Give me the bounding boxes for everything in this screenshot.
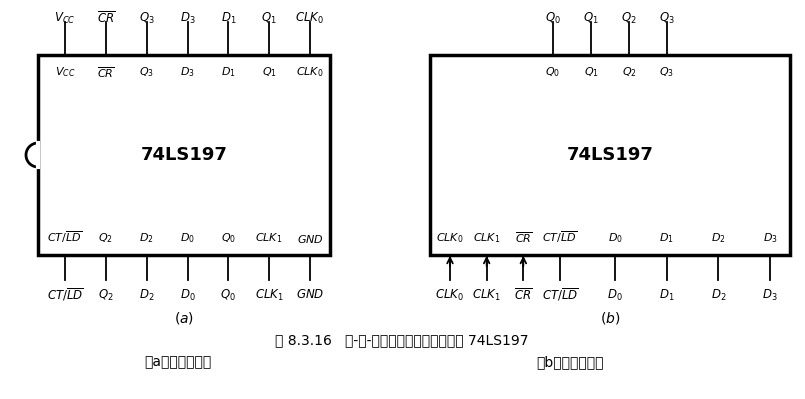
Text: $CLK_0$: $CLK_0$ xyxy=(436,287,464,302)
Text: $Q_2$: $Q_2$ xyxy=(621,65,637,79)
Text: $D_2$: $D_2$ xyxy=(139,231,154,245)
Text: $Q_3$: $Q_3$ xyxy=(139,65,155,79)
Text: $D_1$: $D_1$ xyxy=(659,287,675,302)
Text: $V_{CC}$: $V_{CC}$ xyxy=(55,65,75,79)
Text: $Q_2$: $Q_2$ xyxy=(621,10,637,26)
Text: $\overline{CR}$: $\overline{CR}$ xyxy=(97,65,114,80)
Text: $\overline{CR}$: $\overline{CR}$ xyxy=(514,230,532,245)
Text: $CT/\overline{LD}$: $CT/\overline{LD}$ xyxy=(47,229,83,245)
Text: $Q_3$: $Q_3$ xyxy=(138,10,155,26)
Text: $Q_1$: $Q_1$ xyxy=(584,65,598,79)
Text: 74LS197: 74LS197 xyxy=(141,146,228,164)
Text: $GND$: $GND$ xyxy=(296,233,324,245)
Text: $D_0$: $D_0$ xyxy=(608,231,622,245)
Text: $GND$: $GND$ xyxy=(295,288,324,302)
Text: $CLK_0$: $CLK_0$ xyxy=(296,65,324,79)
Text: $D_0$: $D_0$ xyxy=(180,287,196,302)
Text: $D_2$: $D_2$ xyxy=(711,231,725,245)
Bar xyxy=(38,55,330,255)
Text: $CLK_0$: $CLK_0$ xyxy=(295,10,324,26)
Text: $Q_1$: $Q_1$ xyxy=(583,10,599,26)
Text: $D_3$: $D_3$ xyxy=(180,65,195,79)
Text: $Q_3$: $Q_3$ xyxy=(659,10,675,26)
Text: $Q_0$: $Q_0$ xyxy=(546,65,560,79)
Text: $D_1$: $D_1$ xyxy=(221,10,236,26)
Text: $CLK_1$: $CLK_1$ xyxy=(255,231,283,245)
Text: $Q_0$: $Q_0$ xyxy=(221,287,237,302)
Text: $Q_1$: $Q_1$ xyxy=(262,65,277,79)
Text: $Q_0$: $Q_0$ xyxy=(221,231,236,245)
Text: $D_3$: $D_3$ xyxy=(762,231,778,245)
Text: $Q_3$: $Q_3$ xyxy=(659,65,675,79)
Text: $CLK_0$: $CLK_0$ xyxy=(436,231,464,245)
Text: $\overline{CR}$: $\overline{CR}$ xyxy=(514,287,533,303)
Text: $\overline{CR}$: $\overline{CR}$ xyxy=(97,10,115,26)
Text: $CT/\overline{LD}$: $CT/\overline{LD}$ xyxy=(542,286,579,304)
Text: $D_1$: $D_1$ xyxy=(659,231,674,245)
Text: $D_1$: $D_1$ xyxy=(221,65,236,79)
Text: $CT/\overline{LD}$: $CT/\overline{LD}$ xyxy=(543,229,577,245)
Text: $D_3$: $D_3$ xyxy=(762,287,778,302)
Text: $CT/\overline{LD}$: $CT/\overline{LD}$ xyxy=(47,286,84,304)
Text: $(a)$: $(a)$ xyxy=(174,310,194,326)
Text: （a）芯片封装图: （a）芯片封装图 xyxy=(144,355,212,369)
Text: $V_{CC}$: $V_{CC}$ xyxy=(54,10,76,26)
Text: $CLK_1$: $CLK_1$ xyxy=(254,287,283,302)
Text: $Q_2$: $Q_2$ xyxy=(98,231,114,245)
Text: $D_2$: $D_2$ xyxy=(139,287,155,302)
Text: $Q_2$: $Q_2$ xyxy=(98,287,114,302)
Text: $D_0$: $D_0$ xyxy=(607,287,623,302)
Text: （b）功能示意图: （b）功能示意图 xyxy=(536,355,604,369)
Text: $D_2$: $D_2$ xyxy=(711,287,726,302)
Text: $CLK_1$: $CLK_1$ xyxy=(473,231,501,245)
Bar xyxy=(430,55,790,255)
Polygon shape xyxy=(26,143,38,167)
Text: 图 8.3.16   二-八-十六进制异步加法计数器 74LS197: 图 8.3.16 二-八-十六进制异步加法计数器 74LS197 xyxy=(275,333,529,347)
Text: $(b)$: $(b)$ xyxy=(600,310,620,326)
Text: $D_0$: $D_0$ xyxy=(180,231,195,245)
Text: $D_3$: $D_3$ xyxy=(180,10,196,26)
Text: $Q_0$: $Q_0$ xyxy=(545,10,561,26)
Text: 74LS197: 74LS197 xyxy=(567,146,654,164)
Text: $Q_1$: $Q_1$ xyxy=(262,10,277,26)
Text: $CLK_1$: $CLK_1$ xyxy=(473,287,502,302)
